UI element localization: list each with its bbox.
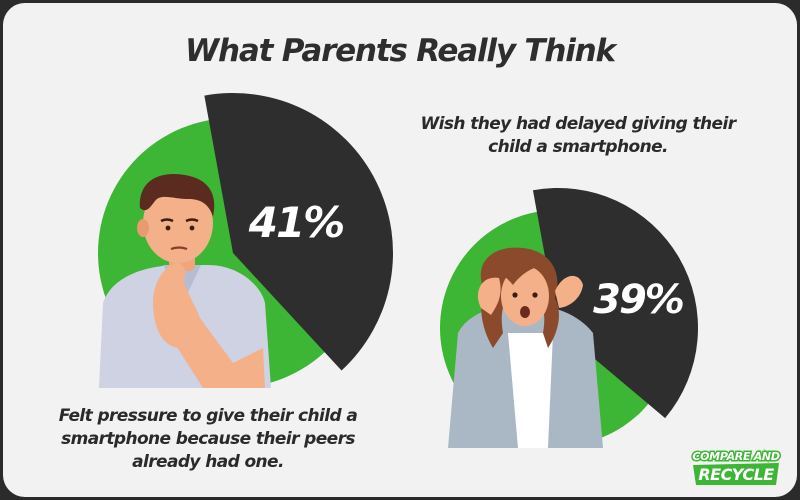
- compare-and-recycle-logo: COMPARE AND RECYCLE: [691, 449, 781, 485]
- pie-charts: 41% 39%: [98, 92, 698, 448]
- pie2-dark-slice: [532, 187, 698, 419]
- pie1-percent-label: 41%: [248, 198, 344, 247]
- page-title: What Parents Really Think: [185, 33, 616, 69]
- worried-man-illustration: [99, 173, 271, 388]
- stressed-woman-illustration: [448, 247, 603, 448]
- pie1-dark-slice: [204, 92, 394, 371]
- logo-line2: RECYCLE: [698, 465, 774, 484]
- pie-chart-delayed-smartphone: 39%: [440, 187, 698, 448]
- caption-parent-pressure: Felt pressure to give their child a smar…: [58, 406, 358, 472]
- infographic-card: What Parents Really Think 41: [3, 3, 797, 497]
- pie-chart-parent-pressure: 41%: [98, 92, 394, 388]
- logo-background: [693, 463, 779, 485]
- logo-line1: COMPARE AND: [692, 450, 779, 463]
- pie2-percent-label: 39%: [593, 277, 683, 323]
- caption-delayed-smartphone: Wish they had delayed giving their child…: [420, 114, 737, 157]
